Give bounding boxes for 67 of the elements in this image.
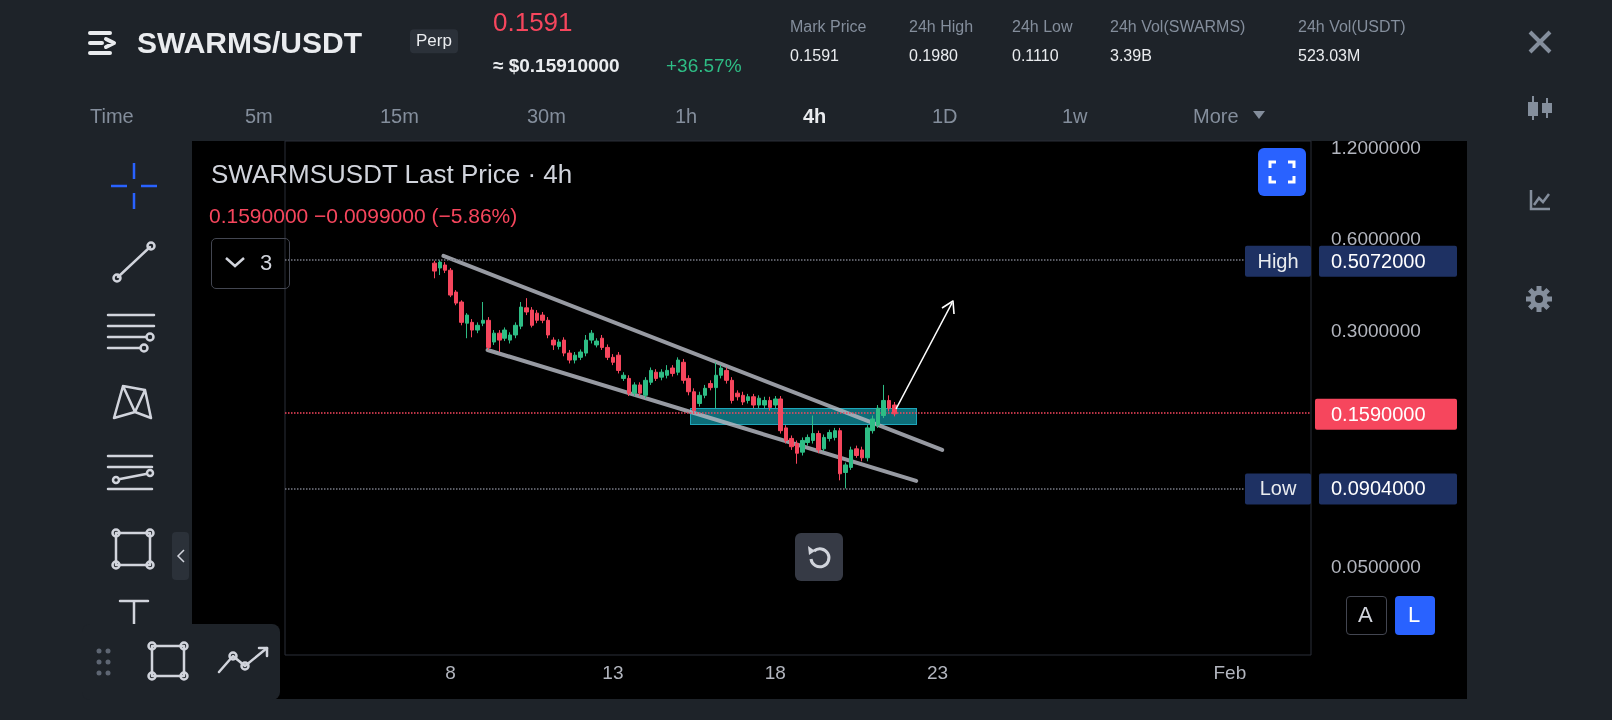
ref-line-label: Low xyxy=(1259,477,1297,500)
x-tick-label: 13 xyxy=(602,662,624,683)
text: 0.1590000 xyxy=(1331,402,1426,425)
text: +36.57% xyxy=(666,55,742,77)
text: 523.03M xyxy=(1298,46,1361,66)
candlestick xyxy=(492,329,496,346)
candlestick xyxy=(773,395,778,409)
text: 3 xyxy=(260,250,273,276)
candlestick xyxy=(638,381,642,397)
candlestick xyxy=(475,321,480,334)
candlestick xyxy=(551,336,556,351)
candlestick xyxy=(481,301,485,327)
candlestick xyxy=(438,259,442,276)
text: SWARMSUSDT Last Price · 4h xyxy=(211,159,573,190)
candlestick xyxy=(838,427,842,481)
candlestick xyxy=(751,393,756,409)
x-tick-label: 23 xyxy=(927,662,949,683)
x-tick-label: 8 xyxy=(445,662,456,683)
text: 30m xyxy=(527,104,566,128)
candlestick xyxy=(465,312,469,339)
text: 24h Low xyxy=(1012,17,1073,37)
text: 1w xyxy=(1062,104,1088,128)
text: More xyxy=(1193,104,1239,128)
text: 0.1980 xyxy=(909,46,958,66)
candlestick xyxy=(497,329,502,353)
text: 0.1591 xyxy=(790,46,839,66)
candlestick xyxy=(621,371,626,382)
candlestick xyxy=(557,338,561,350)
text: 0.1110 xyxy=(1012,46,1059,66)
candlestick xyxy=(670,364,675,378)
y-tick-label: 0.6000000 xyxy=(1331,228,1421,250)
text: 0.0904000 xyxy=(1331,477,1426,500)
candlestick xyxy=(632,381,637,397)
x-tick-label: 18 xyxy=(764,662,786,683)
text: A xyxy=(1358,602,1373,628)
candlestick xyxy=(432,260,437,279)
candlestick xyxy=(676,356,680,376)
y-tick-label: 0.3000000 xyxy=(1331,319,1421,341)
ref-line-label: High xyxy=(1257,249,1299,272)
candlestick xyxy=(708,379,713,391)
text: 0.1591 xyxy=(493,7,573,38)
text: 24h High xyxy=(909,17,974,37)
candlestick xyxy=(486,316,491,351)
text: ≈ $0.15910000 xyxy=(493,55,620,77)
candlestick xyxy=(654,368,658,382)
candlestick xyxy=(746,393,750,404)
text: Mark Price xyxy=(790,17,867,37)
text: 24h Vol(SWARMS) xyxy=(1110,17,1246,37)
text: 0.5072000 xyxy=(1331,249,1426,272)
x-tick-label: Feb xyxy=(1213,662,1247,683)
text: L xyxy=(1408,602,1421,628)
candlestick xyxy=(627,374,631,397)
text: 1h xyxy=(675,104,698,128)
text: 4h xyxy=(803,104,827,128)
text: 24h Vol(USDT) xyxy=(1298,17,1406,37)
text: Perp xyxy=(410,29,458,53)
text: 5m xyxy=(245,104,273,128)
text: 3.39B xyxy=(1110,46,1152,66)
candlestick xyxy=(470,318,474,338)
candlestick xyxy=(816,430,821,454)
y-tick-label: 0.0500000 xyxy=(1331,556,1421,578)
y-tick-label: 1.2000000 xyxy=(1331,136,1421,158)
annotation: 0.1590000 −0.0099000 (−5.86%) xyxy=(209,203,518,229)
text: 15m xyxy=(380,104,419,128)
chart-title: SWARMS/USDT xyxy=(137,25,362,61)
text: 1D xyxy=(932,104,958,128)
text: Time xyxy=(90,104,134,128)
